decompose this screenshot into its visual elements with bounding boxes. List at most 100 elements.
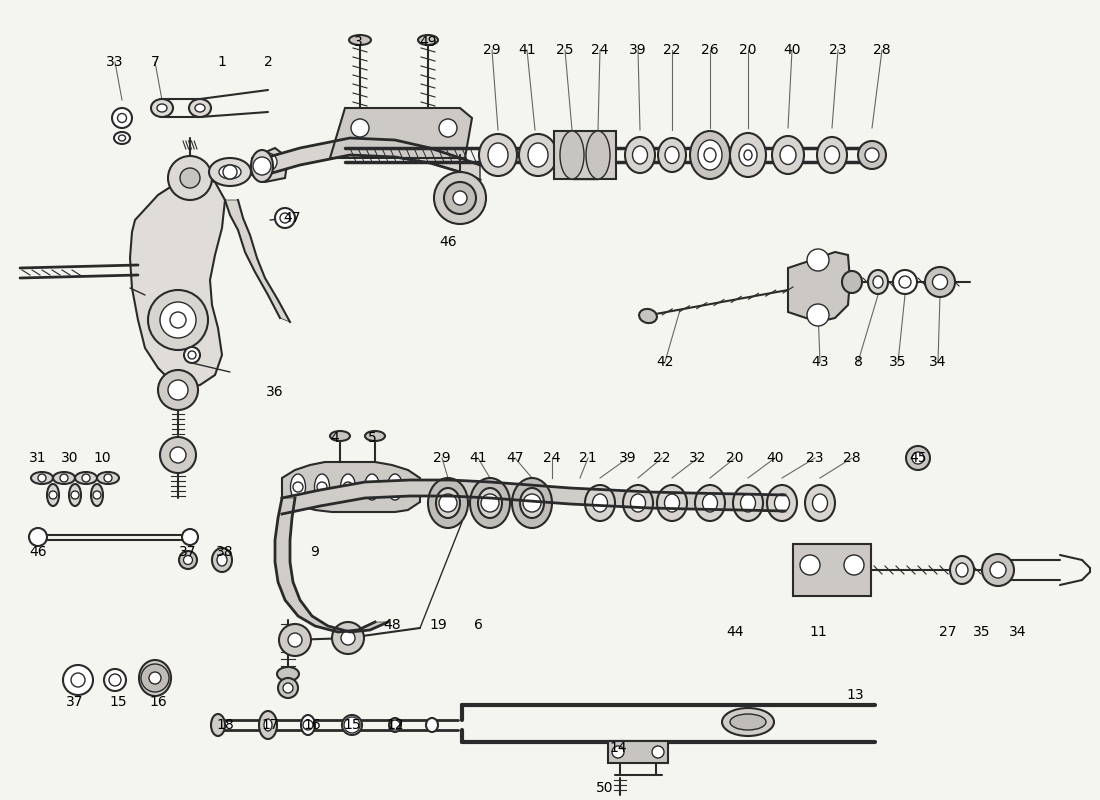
Ellipse shape: [341, 474, 355, 500]
Ellipse shape: [387, 474, 403, 500]
Circle shape: [72, 673, 85, 687]
Ellipse shape: [733, 485, 763, 521]
Circle shape: [652, 746, 664, 758]
Text: 40: 40: [767, 451, 783, 465]
Text: 46: 46: [439, 235, 456, 249]
Text: 5: 5: [367, 431, 376, 445]
Ellipse shape: [264, 719, 272, 731]
Circle shape: [72, 491, 79, 499]
Ellipse shape: [893, 270, 917, 294]
Circle shape: [481, 494, 499, 512]
Ellipse shape: [428, 478, 468, 528]
Circle shape: [807, 304, 829, 326]
Ellipse shape: [817, 137, 847, 173]
Ellipse shape: [91, 484, 103, 506]
Ellipse shape: [478, 134, 517, 176]
Ellipse shape: [767, 485, 798, 521]
Ellipse shape: [990, 562, 1006, 578]
Text: 4: 4: [331, 431, 340, 445]
Ellipse shape: [97, 472, 119, 484]
Ellipse shape: [695, 485, 725, 521]
Ellipse shape: [813, 494, 827, 512]
Text: 28: 28: [873, 43, 891, 57]
Ellipse shape: [342, 715, 362, 735]
Ellipse shape: [780, 146, 796, 165]
Circle shape: [351, 119, 369, 137]
Text: 17: 17: [261, 718, 278, 732]
Ellipse shape: [212, 548, 232, 572]
Ellipse shape: [426, 718, 438, 732]
Ellipse shape: [873, 276, 883, 288]
Polygon shape: [130, 178, 225, 388]
Circle shape: [184, 347, 200, 363]
Ellipse shape: [277, 667, 299, 681]
Circle shape: [280, 213, 290, 223]
Circle shape: [141, 664, 169, 692]
Circle shape: [367, 482, 377, 492]
Text: 34: 34: [930, 355, 947, 369]
Ellipse shape: [31, 472, 53, 484]
Text: 25: 25: [557, 43, 574, 57]
Text: 6: 6: [474, 618, 483, 632]
Text: 47: 47: [284, 211, 300, 225]
Text: 37: 37: [179, 545, 197, 559]
Ellipse shape: [739, 144, 757, 166]
Text: 2: 2: [264, 55, 273, 69]
Ellipse shape: [520, 488, 544, 518]
Circle shape: [82, 474, 90, 482]
Text: 12: 12: [386, 718, 404, 732]
Text: 15: 15: [109, 695, 126, 709]
Ellipse shape: [189, 99, 211, 117]
Ellipse shape: [119, 135, 125, 141]
Text: 31: 31: [30, 451, 47, 465]
Text: 50: 50: [596, 781, 614, 795]
Circle shape: [223, 165, 236, 179]
Ellipse shape: [389, 718, 402, 732]
Ellipse shape: [251, 150, 273, 182]
Text: 34: 34: [1010, 625, 1026, 639]
Ellipse shape: [950, 556, 974, 584]
Ellipse shape: [703, 494, 717, 512]
Circle shape: [60, 474, 68, 482]
Circle shape: [343, 482, 353, 492]
Text: 41: 41: [518, 43, 536, 57]
Ellipse shape: [283, 683, 293, 693]
Polygon shape: [282, 480, 785, 514]
Text: 40: 40: [783, 43, 801, 57]
Text: 21: 21: [580, 451, 597, 465]
Ellipse shape: [209, 158, 251, 186]
Circle shape: [170, 447, 186, 463]
Ellipse shape: [805, 485, 835, 521]
Ellipse shape: [865, 148, 879, 162]
Ellipse shape: [418, 35, 438, 45]
Text: 37: 37: [66, 695, 84, 709]
Ellipse shape: [528, 143, 548, 167]
Ellipse shape: [179, 551, 197, 569]
Ellipse shape: [698, 140, 722, 170]
Ellipse shape: [899, 276, 911, 288]
Text: 20: 20: [726, 451, 744, 465]
Circle shape: [168, 380, 188, 400]
Ellipse shape: [956, 563, 968, 577]
Text: 48: 48: [383, 618, 400, 632]
Ellipse shape: [349, 35, 371, 45]
Polygon shape: [226, 200, 290, 322]
Text: 35: 35: [889, 355, 906, 369]
Text: 16: 16: [304, 718, 321, 732]
Ellipse shape: [470, 478, 510, 528]
Text: 41: 41: [470, 451, 487, 465]
Ellipse shape: [217, 554, 227, 566]
Circle shape: [188, 351, 196, 359]
Ellipse shape: [453, 191, 468, 205]
Circle shape: [275, 208, 295, 228]
Text: 15: 15: [343, 718, 361, 732]
Text: 32: 32: [690, 451, 706, 465]
Polygon shape: [330, 108, 472, 158]
Ellipse shape: [858, 141, 886, 169]
Circle shape: [94, 491, 101, 499]
Text: 26: 26: [701, 43, 718, 57]
Text: 30: 30: [62, 451, 79, 465]
Ellipse shape: [75, 472, 97, 484]
Ellipse shape: [184, 555, 192, 565]
Text: 29: 29: [433, 451, 451, 465]
